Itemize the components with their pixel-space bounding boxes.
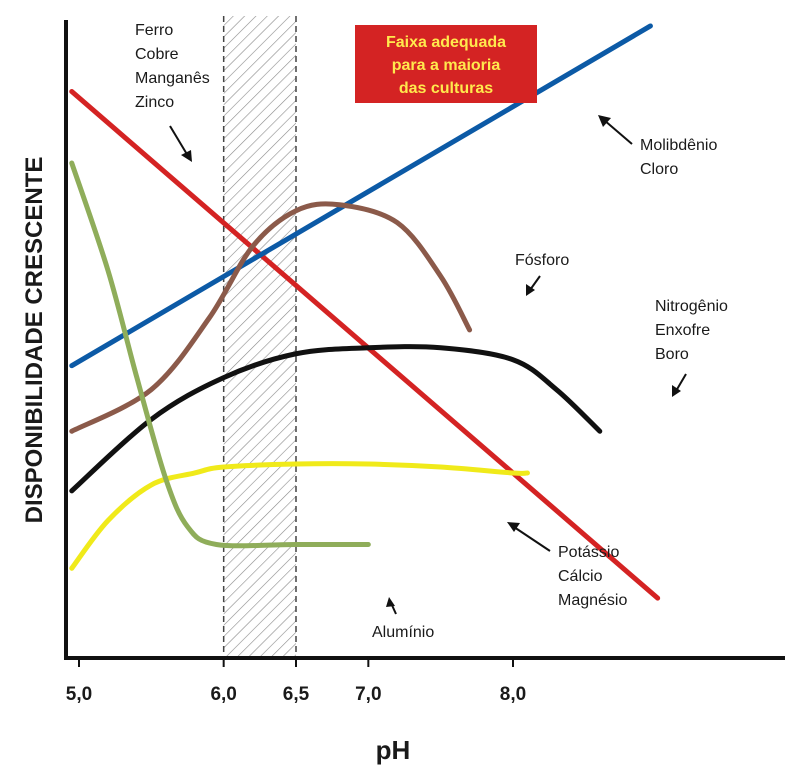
annotation-line: Cobre <box>135 46 179 63</box>
annotation-micronutrients: Ferro Cobre Manganês Zinco <box>135 22 210 162</box>
x-tick-label: 7,0 <box>355 684 381 705</box>
annotation-arrow <box>169 125 189 157</box>
annotation-line: Potássio <box>558 544 619 561</box>
annotation-line: Fósforo <box>515 252 569 269</box>
annotation-line: Cloro <box>640 161 678 178</box>
annotation-arrow <box>513 526 551 552</box>
annotation-arrowhead <box>181 150 192 162</box>
annotation-arrow <box>675 373 687 392</box>
series-line <box>69 461 530 571</box>
suitable-range-badge-line: das culturas <box>399 80 493 97</box>
annotation-arrow <box>529 275 541 291</box>
x-tick-label: 5,0 <box>66 684 92 705</box>
series-line <box>69 23 653 369</box>
x-tick-label: 8,0 <box>500 684 526 705</box>
y-axis-title: DISPONIBILIDADE CRESCENTE <box>21 157 48 524</box>
annotation-line: Alumínio <box>372 624 434 641</box>
annotation-molybdenum-chlorine: Molibdênio Cloro <box>598 115 717 178</box>
annotation-arrowhead <box>598 115 611 127</box>
annotation-line: Cálcio <box>558 568 603 585</box>
annotation-line: Nitrogênio <box>655 298 728 315</box>
annotation-arrowhead <box>672 385 681 397</box>
annotation-potassium-calcium-magnesium: Potássio Cálcio Magnésio <box>507 522 627 609</box>
series-line <box>69 201 473 434</box>
x-tick-label: 6,5 <box>283 684 310 705</box>
series-line <box>69 344 603 494</box>
annotation-nitrogen-sulfur-boron: Nitrogênio Enxofre Boro <box>655 298 728 397</box>
suitable-range-badge: Faixa adequada para a maioria das cultur… <box>355 25 537 103</box>
annotation-line: Molibdênio <box>640 137 717 154</box>
annotation-line: Manganês <box>135 70 210 87</box>
annotation-line: Magnésio <box>558 592 627 609</box>
annotation-line: Enxofre <box>655 322 710 339</box>
annotation-line: Zinco <box>135 94 174 111</box>
annotation-arrow <box>603 119 633 145</box>
annotation-arrowhead <box>526 284 535 296</box>
annotation-arrowhead <box>386 597 395 607</box>
x-tick-label: 6,0 <box>210 684 236 705</box>
annotation-line: Ferro <box>135 22 173 39</box>
x-axis-title: pH <box>376 735 411 765</box>
suitable-range-badge-box <box>355 25 537 103</box>
series-line <box>69 160 371 549</box>
suitable-range-badge-line: para a maioria <box>392 57 501 74</box>
series-line <box>69 89 661 601</box>
annotation-aluminum: Alumínio <box>372 597 434 641</box>
annotation-arrowhead <box>507 522 520 532</box>
annotation-line: Boro <box>655 346 689 363</box>
suitable-range-band <box>223 16 296 658</box>
suitable-range-badge-line: Faixa adequada <box>386 34 506 51</box>
annotation-phosphorus: Fósforo <box>515 252 569 296</box>
